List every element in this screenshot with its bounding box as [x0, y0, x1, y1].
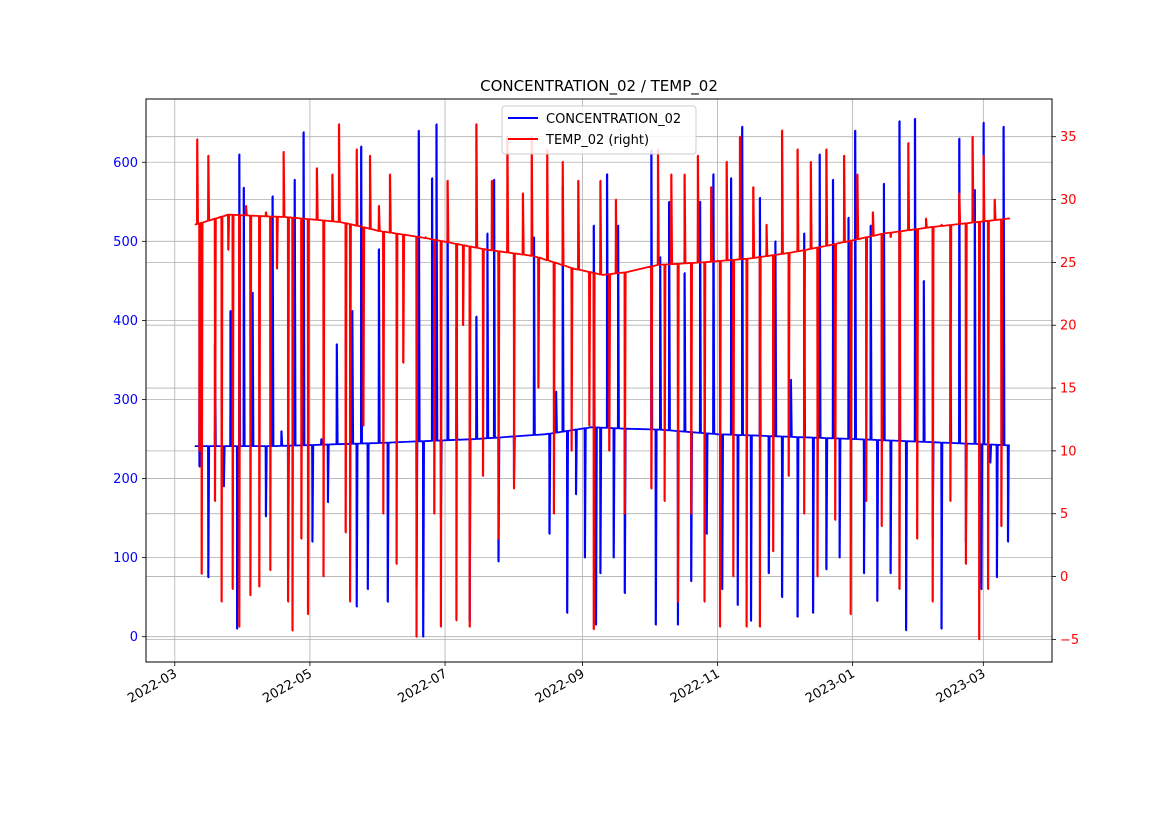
y-right-tick-label: 20 — [1060, 319, 1077, 334]
plot-area-frame — [145, 98, 1053, 663]
y-left-tick-label: 200 — [113, 472, 138, 487]
y-left-tick-label: 100 — [113, 551, 138, 566]
legend-label-temp: TEMP_02 (right) — [545, 133, 649, 148]
x-axis: 2022-03 2022-05 2022-07 2022-09 2022-11 2023-… — [125, 662, 988, 707]
y-right-tick-label: 15 — [1060, 382, 1077, 397]
legend: CONCENTRATION_02 TEMP_02 (right) — [501, 105, 697, 155]
y-right-tick-label: 5 — [1060, 507, 1068, 522]
x-tick-label: 2023-03 — [934, 666, 989, 706]
y-left-tick-label: 500 — [113, 235, 138, 250]
grid-lines — [146, 99, 1052, 662]
legend-box — [501, 105, 697, 155]
y-right-tick-label: 0 — [1060, 570, 1068, 585]
x-tick-label: 2022-07 — [395, 666, 450, 706]
y-right-tick-label: 25 — [1060, 256, 1077, 271]
legend-label-concentration: CONCENTRATION_02 — [546, 112, 681, 127]
y-left-tick-label: 600 — [113, 156, 138, 171]
x-tick-label: 2022-05 — [260, 666, 315, 706]
x-tick-label: 2023-01 — [803, 666, 858, 706]
y-axis-right: −5 0 5 10 15 20 25 30 35 — [1052, 130, 1079, 648]
y-left-tick-label: 400 — [113, 314, 138, 329]
x-tick-label: 2022-11 — [668, 666, 723, 706]
y-left-tick-label: 0 — [130, 630, 138, 645]
y-right-tick-label: 30 — [1060, 193, 1077, 208]
x-tick-label: 2022-03 — [125, 666, 180, 706]
plot-series — [194, 117, 1011, 641]
y-right-tick-label: 35 — [1060, 130, 1077, 145]
x-tick-label: 2022-09 — [533, 666, 588, 706]
chart-title: CONCENTRATION_02 / TEMP_02 — [480, 77, 718, 96]
y-left-tick-label: 300 — [113, 393, 138, 408]
y-right-tick-label: 10 — [1060, 444, 1077, 459]
y-axis-left: 0 100 200 300 400 500 600 — [113, 156, 146, 645]
y-right-tick-label: −5 — [1060, 633, 1079, 648]
